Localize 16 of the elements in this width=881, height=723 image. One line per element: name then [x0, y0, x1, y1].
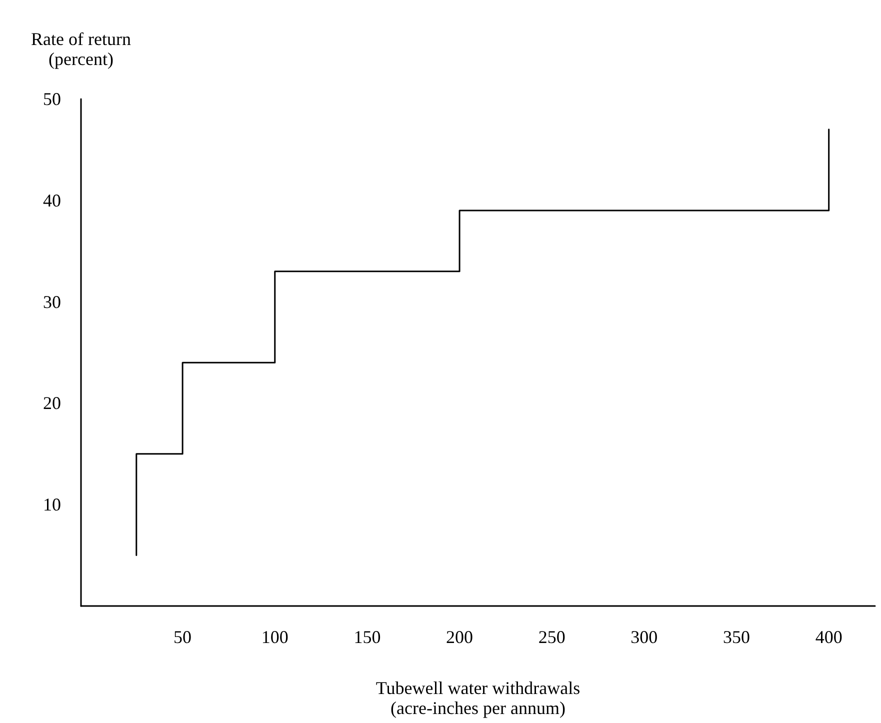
x-tick-label: 150	[354, 627, 381, 647]
x-tick-label: 400	[815, 627, 842, 647]
y-tick-label: 20	[43, 393, 61, 414]
x-tick-label: 300	[630, 627, 658, 647]
x-axis-title: Tubewell water withdrawals (acre-inches per annum)	[376, 678, 580, 718]
y-tick-label: 40	[43, 190, 61, 210]
x-tick-label: 250	[538, 627, 566, 647]
y-tick-label: 30	[43, 292, 61, 312]
x-tick-label: 350	[723, 627, 750, 647]
line-series	[136, 128, 830, 556]
x-tick-label: 50	[174, 627, 192, 647]
y-tick-label: 10	[43, 494, 61, 515]
y-axis-title: Rate of return (percent)	[31, 29, 131, 69]
x-tick-label: 100	[261, 627, 288, 647]
y-tick-label: 50	[43, 89, 61, 109]
x-tick-label: 200	[446, 627, 474, 647]
